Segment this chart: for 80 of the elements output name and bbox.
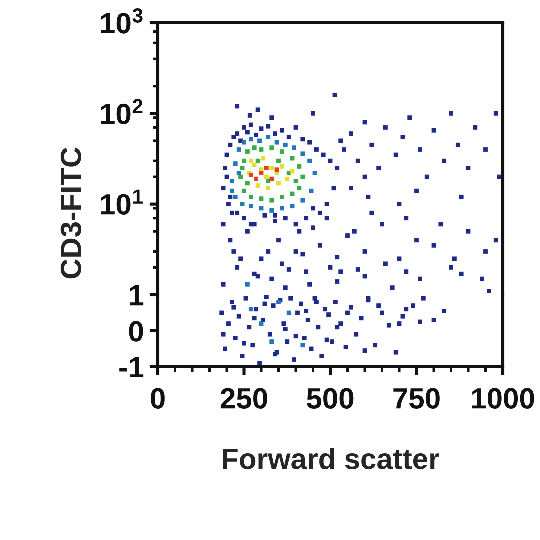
point [300,198,306,203]
point [248,204,254,209]
point [266,186,271,191]
point [292,146,296,150]
point [300,174,306,180]
point [297,164,302,169]
x-axis-title: Forward scatter [223,448,440,470]
point [280,194,284,200]
point [266,135,271,140]
point [259,322,264,326]
point [270,198,274,203]
point [230,188,234,194]
point [248,194,254,200]
point [246,181,250,186]
point [283,142,288,148]
point [230,178,234,184]
point [233,194,238,200]
point [248,158,254,164]
point [240,202,245,207]
point [264,174,269,180]
point [280,164,284,169]
point [285,176,290,182]
point [258,138,262,144]
point [294,178,298,184]
point [290,156,295,161]
point [270,166,274,170]
point [236,171,242,176]
point [270,208,274,213]
point [238,174,243,180]
point [240,166,245,170]
point [254,176,259,182]
point [274,168,280,172]
x-tick-label: 0 [151,388,165,409]
point [274,140,280,145]
x-tick-label: 500 [307,388,354,409]
y-tick-label: 1 [130,286,144,306]
point [259,148,264,152]
point [300,152,306,156]
point [264,166,269,170]
y-tick-label: 0 [129,321,144,342]
x-tick-label: 750 [394,388,440,409]
point [242,140,246,145]
point [297,186,302,191]
point [280,206,284,211]
point [259,171,264,176]
point [252,146,257,150]
point [256,184,260,188]
point [290,169,295,174]
point [236,148,242,152]
y-tick-label: 10$^{2}$ [101,99,143,124]
point [242,188,246,194]
point [309,188,314,194]
x-tick-label: 1000 [472,388,534,409]
y-tick-label: 10$^{1}$ [101,190,143,215]
point [270,146,274,150]
point [246,282,250,287]
point [248,137,254,142]
point [300,343,306,348]
point [290,204,295,209]
y-axis-title: CD3-FITC [60,148,82,279]
point [261,156,266,161]
point [312,171,318,176]
point [259,196,264,202]
x-tick-label: 250 [220,388,268,409]
point [252,163,257,168]
point [242,158,246,164]
point [256,158,260,164]
point [246,150,250,154]
point [276,181,281,186]
point [286,310,292,316]
point [308,158,312,164]
point [276,158,281,164]
point [233,162,238,166]
point [270,340,274,344]
y-tick-label: 10$^{3}$ [101,8,143,34]
point [248,307,254,312]
y-tick-label: -1 [120,357,144,378]
point [280,150,284,154]
point [290,192,295,196]
point [270,176,274,182]
